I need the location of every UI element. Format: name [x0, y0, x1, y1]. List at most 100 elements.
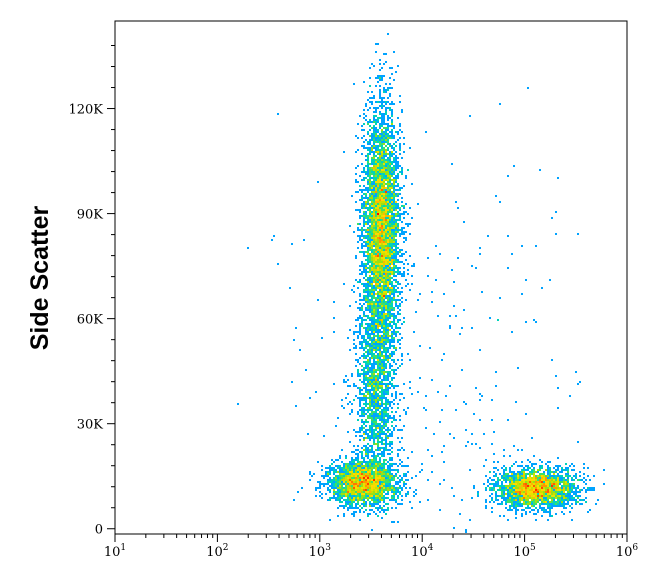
data-point: [375, 413, 377, 415]
data-point: [515, 475, 517, 477]
data-point: [363, 215, 365, 217]
data-point: [365, 291, 367, 293]
data-point: [385, 367, 387, 369]
data-point: [361, 487, 363, 489]
data-point: [393, 125, 395, 127]
data-point: [389, 465, 391, 467]
data-point: [341, 469, 343, 471]
data-point: [383, 419, 385, 421]
data-point: [363, 369, 365, 371]
data-point: [561, 489, 563, 491]
data-point: [385, 271, 387, 273]
data-point: [397, 307, 399, 309]
data-point: [351, 475, 353, 477]
data-point: [369, 347, 371, 349]
data-point: [503, 493, 505, 495]
data-point: [503, 489, 505, 491]
data-point: [377, 213, 379, 215]
data-point: [379, 275, 381, 277]
data-point: [353, 331, 355, 333]
data-point: [535, 485, 537, 487]
data-point: [385, 319, 387, 321]
data-point: [475, 443, 477, 445]
data-point: [381, 447, 383, 449]
data-point: [371, 349, 373, 351]
data-point: [557, 503, 559, 505]
data-point: [571, 497, 573, 499]
data-point: [561, 511, 563, 513]
data-point: [537, 481, 539, 483]
data-point: [385, 419, 387, 421]
data-point: [399, 491, 401, 493]
data-point: [385, 245, 387, 247]
data-point: [359, 471, 361, 473]
data-point: [393, 173, 395, 175]
data-point: [589, 479, 591, 481]
data-point: [363, 335, 365, 337]
data-point: [501, 483, 503, 485]
data-point: [349, 469, 351, 471]
data-point: [381, 301, 383, 303]
data-point: [325, 483, 327, 485]
data-point: [399, 261, 401, 263]
data-point: [369, 481, 371, 483]
data-point: [387, 149, 389, 151]
data-point: [399, 171, 401, 173]
data-point: [363, 457, 365, 459]
data-point: [585, 501, 587, 503]
data-point: [369, 399, 371, 401]
data-point: [547, 501, 549, 503]
data-point: [375, 473, 377, 475]
data-point: [381, 155, 383, 157]
data-point: [371, 415, 373, 417]
data-point: [365, 467, 367, 469]
data-point: [335, 493, 337, 495]
data-point: [453, 495, 455, 497]
data-point: [393, 195, 395, 197]
data-point: [295, 327, 297, 329]
data-point: [525, 321, 527, 323]
data-point: [377, 165, 379, 167]
data-point: [385, 91, 387, 93]
data-point: [371, 195, 373, 197]
data-point: [519, 501, 521, 503]
data-point: [401, 359, 403, 361]
data-point: [391, 521, 393, 523]
data-point: [375, 311, 377, 313]
data-point: [373, 165, 375, 167]
data-point: [377, 479, 379, 481]
data-point: [367, 381, 369, 383]
data-point: [383, 463, 385, 465]
data-point: [385, 481, 387, 483]
data-point: [369, 285, 371, 287]
data-point: [519, 477, 521, 479]
data-point: [381, 223, 383, 225]
data-point: [575, 489, 577, 491]
data-point: [379, 457, 381, 459]
data-point: [361, 489, 363, 491]
data-point: [545, 469, 547, 471]
data-point: [503, 491, 505, 493]
data-point: [397, 331, 399, 333]
data-point: [519, 495, 521, 497]
data-point: [375, 167, 377, 169]
data-point: [387, 153, 389, 155]
data-point: [365, 245, 367, 247]
data-point: [391, 487, 393, 489]
data-point: [375, 233, 377, 235]
data-point: [381, 213, 383, 215]
data-point: [355, 469, 357, 471]
data-point: [377, 81, 379, 83]
data-point: [341, 399, 343, 401]
data-point: [391, 103, 393, 105]
data-point: [379, 461, 381, 463]
data-point: [393, 103, 395, 105]
data-point: [549, 493, 551, 495]
data-point: [355, 503, 357, 505]
data-point: [343, 469, 345, 471]
data-point: [377, 141, 379, 143]
data-point: [367, 345, 369, 347]
data-point: [373, 161, 375, 163]
data-point: [347, 403, 349, 405]
data-point: [353, 83, 355, 85]
